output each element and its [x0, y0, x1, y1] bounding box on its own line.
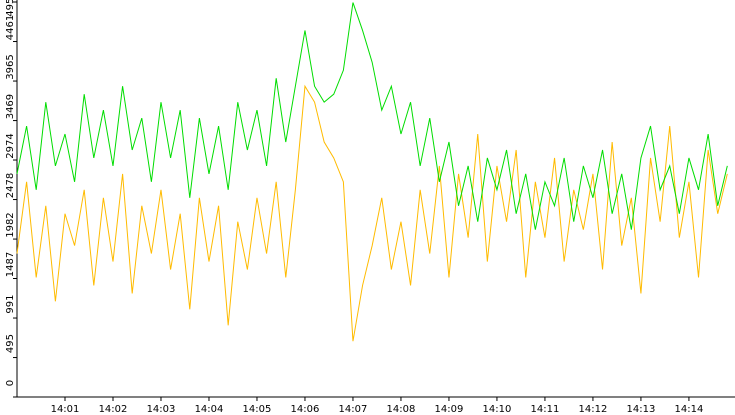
x-tick-label: 14:05	[243, 404, 272, 415]
y-tick-label: 4957	[5, 0, 16, 17]
x-tick-label: 14:02	[99, 404, 128, 415]
y-tick-label: 495	[5, 334, 16, 353]
x-tick-label: 14:04	[195, 404, 224, 415]
y-tick-label: 991	[5, 294, 16, 313]
x-tick-label: 14:06	[291, 404, 320, 415]
y-tick-label: 2478	[5, 173, 16, 198]
x-tick-label: 14:11	[531, 404, 560, 415]
x-tick-label: 14:01	[51, 404, 80, 415]
y-tick-label: 2974	[5, 133, 16, 158]
x-tick-label: 14:12	[579, 404, 608, 415]
x-tick-label: 14:07	[339, 404, 368, 415]
series-line	[16, 2, 728, 230]
x-tick-label: 14:10	[483, 404, 512, 415]
y-tick-label: 3469	[5, 94, 16, 119]
x-tick-label: 14:14	[675, 404, 704, 415]
y-tick-label: 1982	[5, 212, 16, 237]
x-tick-label: 14:13	[627, 404, 656, 415]
x-tick-label: 14:09	[435, 404, 464, 415]
series-line	[16, 84, 728, 342]
y-tick-label: 3965	[5, 54, 16, 79]
y-tick-label: 1487	[5, 252, 16, 277]
y-tick-label: 0	[5, 380, 16, 386]
x-tick-label: 14:08	[387, 404, 416, 415]
x-tick-label: 14:03	[147, 404, 176, 415]
y-tick-label: 4461	[5, 15, 16, 40]
